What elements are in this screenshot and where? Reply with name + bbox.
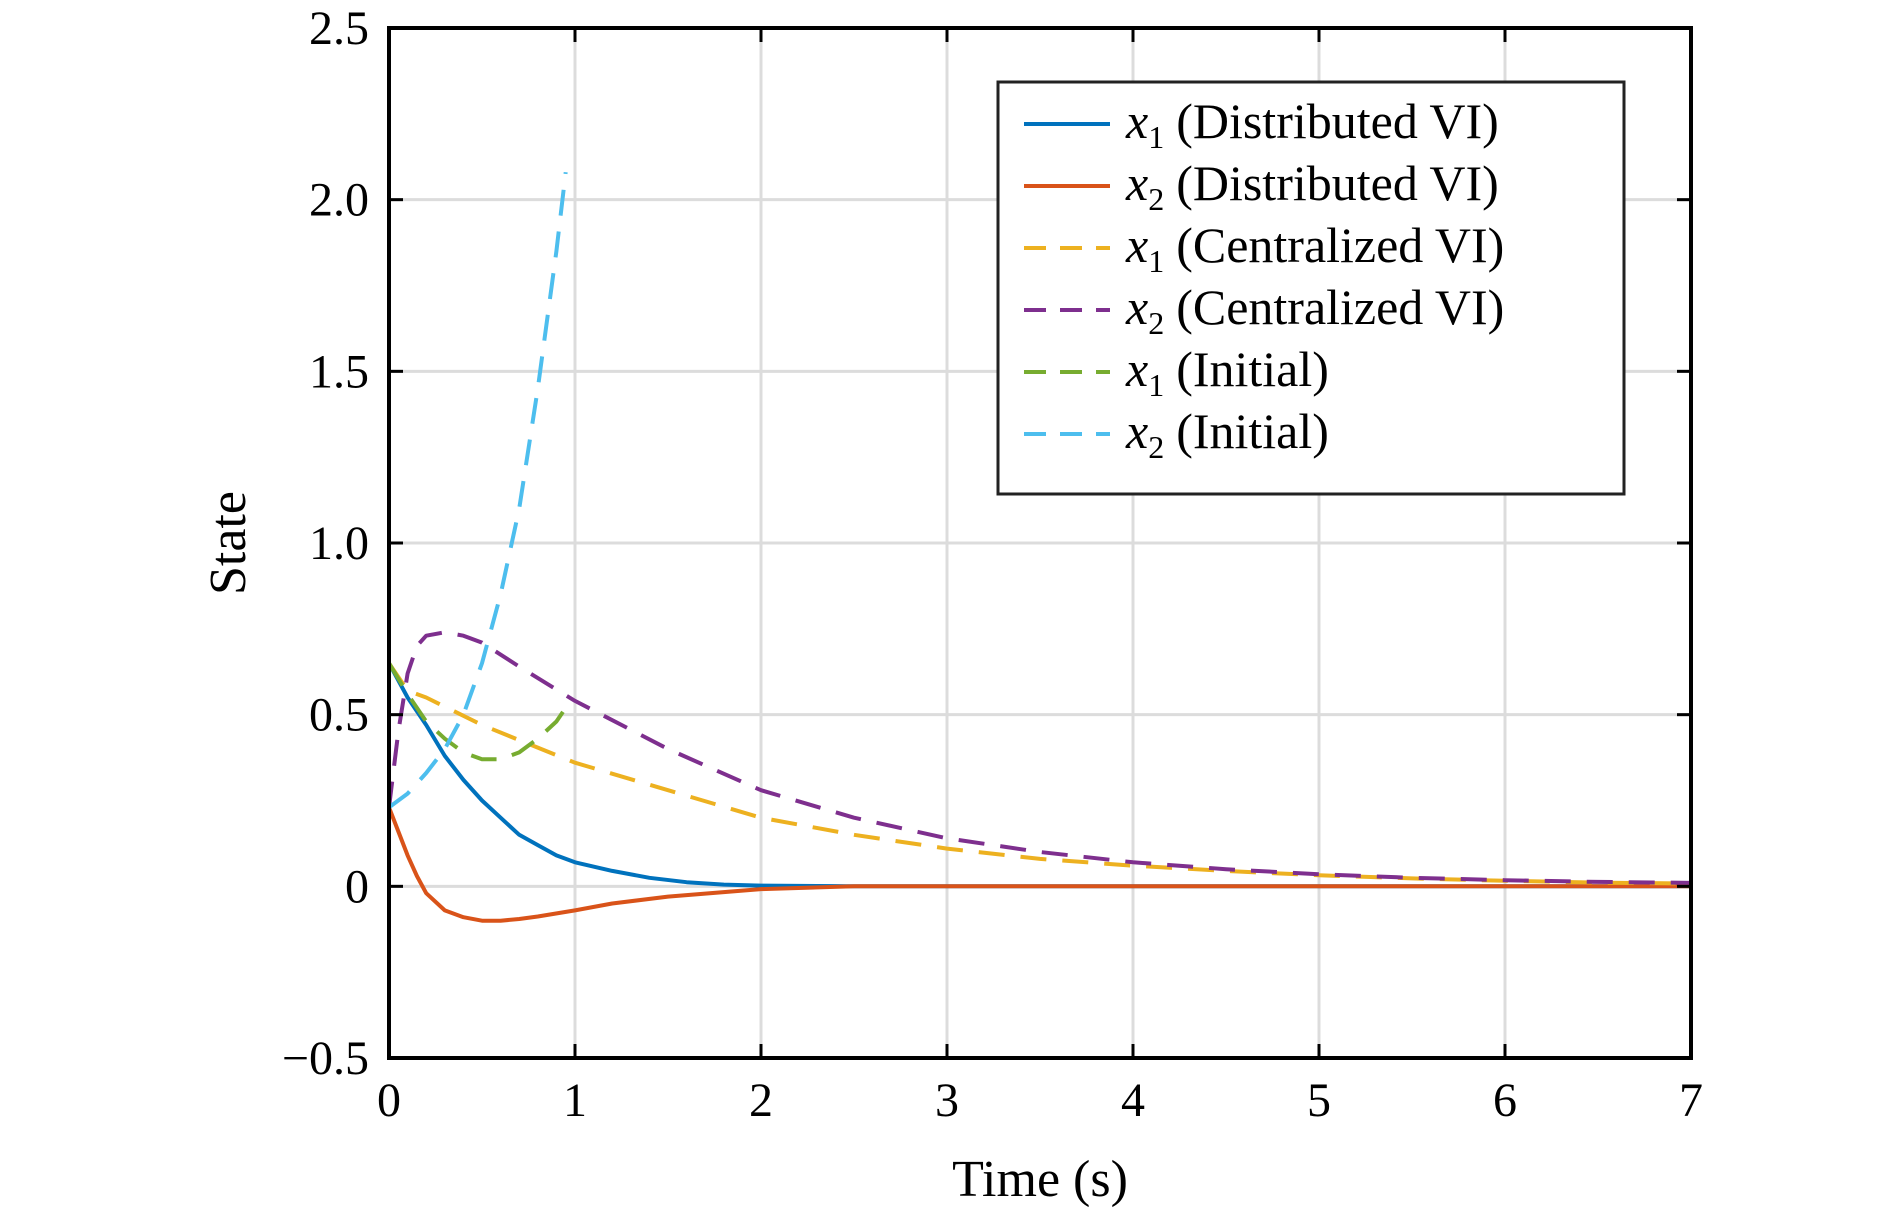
x-tick-label: 7 — [1679, 1074, 1703, 1127]
x-tick-label: 1 — [563, 1074, 587, 1127]
axes-frame — [387, 26, 1693, 1060]
y-tick-label: 1.0 — [309, 517, 369, 570]
x-tick-label: 5 — [1307, 1074, 1331, 1127]
y-tick-label: 2.5 — [309, 2, 369, 55]
tick-labels: 0 1 2 3 4 5 6 7−0.500.51.01.52.02.5 — [282, 2, 1703, 1127]
series-line-x2-centralized-vi — [387, 630, 1692, 885]
y-tick-label: 0.5 — [309, 689, 369, 742]
series-line-x2-distributed-vi — [387, 806, 1691, 923]
y-tick-label: 1.5 — [309, 345, 369, 398]
series-line-x1-initial — [387, 662, 568, 762]
legend-box — [996, 80, 1626, 496]
legend-entry: x1 (Centralized VI) — [1125, 217, 1504, 279]
y-tick-label: −0.5 — [282, 1032, 369, 1085]
legend-entry: x2 (Initial) — [1125, 403, 1329, 465]
legend-entry: x1 (Initial) — [1125, 341, 1329, 403]
x-tick-label: 2 — [749, 1074, 773, 1127]
legend-entry: x1 (Distributed VI) — [1125, 93, 1499, 155]
series-line-x2-initial — [387, 171, 568, 810]
x-tick-label: 6 — [1493, 1074, 1517, 1127]
x-axis-label: Time (s) — [952, 1151, 1128, 1208]
y-axis-label: State — [200, 491, 257, 595]
y-tick-label: 2.0 — [309, 174, 369, 227]
data-series — [387, 171, 1692, 923]
y-tick-label: 0 — [345, 860, 369, 913]
legend-entry: x2 (Distributed VI) — [1125, 155, 1499, 217]
x-tick-label: 0 — [377, 1074, 401, 1127]
legend-entry: x2 (Centralized VI) — [1125, 279, 1504, 341]
x-tick-label: 4 — [1121, 1074, 1145, 1127]
x-tick-label: 3 — [935, 1074, 959, 1127]
legend: x1 (Distributed VI)x2 (Distributed VI)x1 (C… — [996, 80, 1626, 496]
